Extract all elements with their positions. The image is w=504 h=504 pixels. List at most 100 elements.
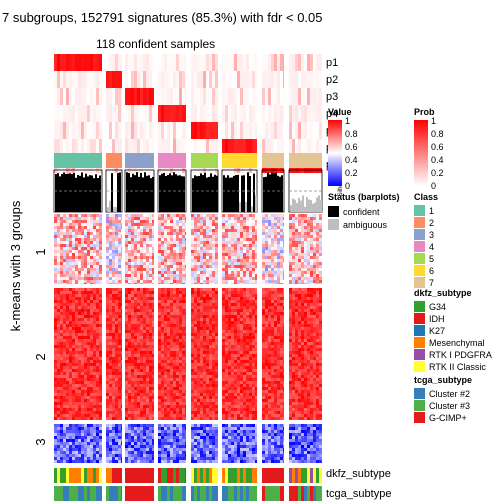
heatmap-cell	[149, 259, 152, 262]
heatmap-cell	[87, 274, 90, 277]
heatmap-cell	[121, 291, 122, 294]
heatmap-cell	[69, 318, 72, 321]
heatmap-cell	[60, 291, 63, 294]
heatmap-cell	[63, 363, 66, 366]
prob-cell	[249, 71, 252, 88]
heatmap-cell	[72, 229, 75, 232]
heatmap-cell	[316, 345, 319, 348]
heatmap-cell	[307, 291, 310, 294]
prob-cell	[125, 122, 128, 139]
heatmap-cell	[81, 268, 84, 271]
heatmap-cell	[125, 250, 128, 253]
heatmap-cell	[200, 366, 203, 369]
heatmap-cell	[57, 348, 60, 351]
heatmap-cell	[167, 336, 170, 339]
heatmap-cell	[158, 309, 161, 312]
heatmap-cell	[307, 363, 310, 366]
heatmap-cell	[106, 244, 109, 247]
heatmap-cell	[283, 345, 284, 348]
heatmap-cell	[115, 223, 118, 226]
heatmap-cell	[60, 250, 63, 253]
heatmap-cell	[96, 363, 99, 366]
heatmap-cell	[277, 271, 280, 274]
heatmap-cell	[128, 327, 131, 330]
heatmap-cell	[298, 288, 301, 291]
heatmap-cell	[131, 309, 134, 312]
prob-cell	[280, 71, 283, 88]
heatmap-cell	[203, 354, 206, 357]
heatmap-cell	[90, 306, 93, 309]
heatmap-cell	[72, 363, 75, 366]
prob-cell	[222, 122, 225, 139]
heatmap-cell	[96, 369, 99, 372]
heatmap-cell	[66, 238, 69, 241]
heatmap-cell	[316, 333, 319, 336]
heatmap-cell	[231, 232, 234, 235]
heatmap-cell	[143, 232, 146, 235]
heatmap-cell	[118, 253, 121, 256]
heatmap-cell	[84, 238, 87, 241]
heatmap-cell	[167, 291, 170, 294]
prob-cell	[78, 54, 81, 71]
heatmap-cell	[200, 268, 203, 271]
heatmap-cell	[161, 351, 164, 354]
heatmap-cell	[182, 256, 185, 259]
heatmap-cell	[146, 268, 149, 271]
heatmap-cell	[292, 277, 295, 280]
heatmap-cell	[125, 366, 128, 369]
heatmap-cell	[179, 256, 182, 259]
heatmap-cell	[176, 283, 179, 284]
heatmap-cell	[179, 247, 182, 250]
silhouette-bar	[142, 177, 144, 212]
heatmap-cell	[194, 259, 197, 262]
heatmap-cell	[66, 226, 69, 229]
heatmap-cell	[228, 300, 231, 303]
heatmap-cell	[277, 309, 280, 312]
heatmap-cell	[60, 268, 63, 271]
heatmap-cell	[194, 300, 197, 303]
heatmap-cell	[268, 244, 271, 247]
prob-cell	[90, 54, 93, 71]
heatmap-cell	[66, 309, 69, 312]
heatmap-cell	[209, 223, 212, 226]
silhouette-bar	[192, 178, 194, 212]
heatmap-cell	[203, 217, 206, 220]
heatmap-cell	[57, 330, 60, 333]
heatmap-cell	[99, 238, 102, 241]
heatmap-cell	[283, 333, 284, 336]
heatmap-cell	[191, 265, 194, 268]
heatmap-cell	[121, 229, 122, 232]
heatmap-cell	[228, 366, 231, 369]
heatmap-cell	[301, 238, 304, 241]
heatmap-cell	[90, 318, 93, 321]
heatmap-cell	[280, 369, 283, 372]
class-cell	[191, 153, 218, 168]
prob-cell	[78, 122, 81, 139]
heatmap-cell	[268, 324, 271, 327]
heatmap-cell	[197, 250, 200, 253]
heatmap-cell	[292, 262, 295, 265]
prob-cell	[298, 105, 301, 122]
heatmap-cell	[93, 253, 96, 256]
heatmap-cell	[295, 220, 298, 223]
prob-cell	[289, 139, 292, 156]
heatmap-cell	[72, 241, 75, 244]
heatmap-cell	[96, 259, 99, 262]
silhouette-bar	[75, 177, 77, 212]
heatmap-cell	[304, 253, 307, 256]
heatmap-cell	[140, 280, 143, 283]
heatmap-cell	[197, 303, 200, 306]
heatmap-cell	[143, 348, 146, 351]
prob-cell	[191, 122, 194, 139]
heatmap-cell	[255, 330, 257, 333]
heatmap-cell	[96, 277, 99, 280]
prob-cell	[185, 105, 186, 122]
heatmap-cell	[121, 259, 122, 262]
heatmap-cell	[63, 297, 66, 300]
prob-cell	[152, 71, 154, 88]
heatmap-cell	[173, 321, 176, 324]
silhouette-bar	[163, 172, 165, 212]
heatmap-cell	[60, 360, 63, 363]
heatmap-cell	[63, 235, 66, 238]
heatmap-cell	[313, 321, 316, 324]
